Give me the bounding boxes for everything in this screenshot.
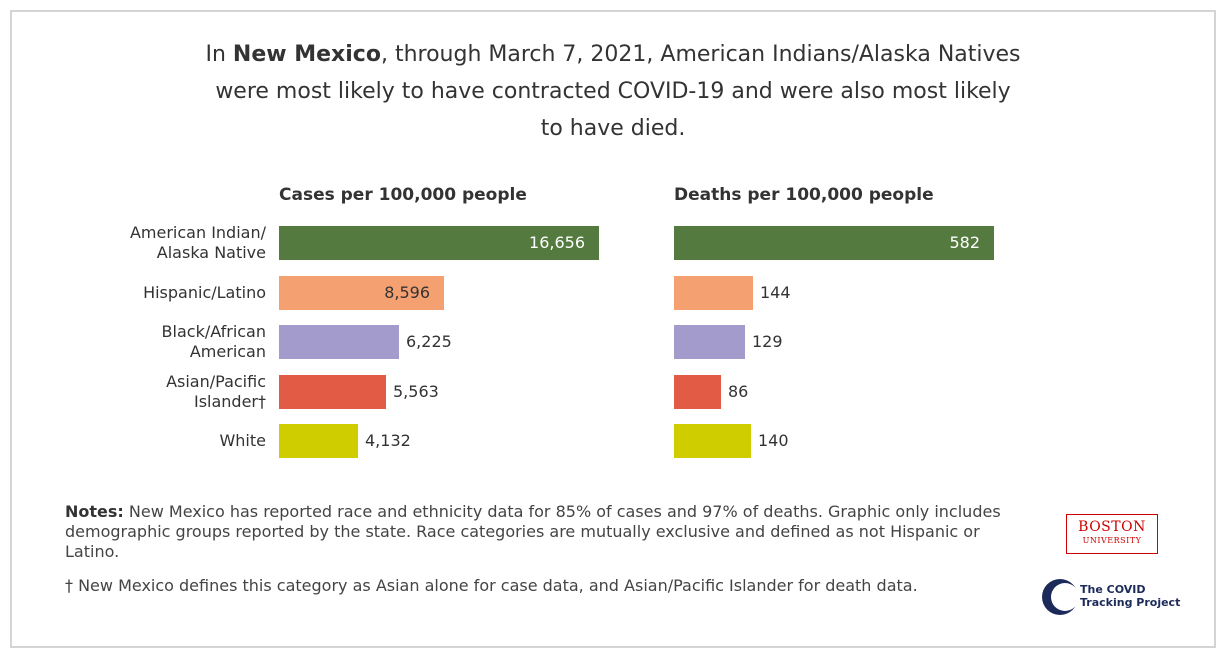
cases-value-label-black: 6,225 [406,332,452,351]
title-state: New Mexico [232,42,381,67]
bu-logo-line2: UNIVERSITY [1082,536,1142,545]
title-prefix: In [205,42,233,67]
title-line2: were most likely to have contracted COVI… [215,79,1011,104]
category-label-line: Islander† [193,392,266,411]
category-label-line: Black/African [161,322,266,341]
category-label-line: Asian/Pacific [166,372,266,391]
category-label-line: American Indian/ [129,223,266,242]
cases-value-label-white: 4,132 [365,431,411,450]
cases-value-label-asian: 5,563 [393,382,439,401]
category-label-line: American [189,342,266,361]
deaths-value-label-american-indian: 582 [949,233,980,252]
category-label-line: White [219,431,266,450]
deaths-value-label-black: 129 [752,332,783,351]
ctp-crescent-icon [1042,579,1079,615]
cases-bar-black [279,325,399,359]
title-line1-rest: , through March 7, 2021, American Indian… [380,42,1021,67]
category-label-hispanic: Hispanic/Latino [66,283,266,303]
ctp-logo-text: The COVID Tracking Project [1080,583,1180,609]
cases-value-label-american-indian: 16,656 [529,233,585,252]
category-label-american-indian: American Indian/ Alaska Native [66,223,266,263]
category-label-line: Hispanic/Latino [143,283,266,302]
deaths-value-label-white: 140 [758,431,789,450]
boston-university-logo: BOSTON UNIVERSITY [1066,514,1158,554]
deaths-bar-asian [674,375,721,409]
cases-bar-hispanic [279,276,444,310]
deaths-bar-white [674,424,751,458]
ctp-logo-line1: The COVID [1080,583,1146,596]
covid-tracking-project-logo: The COVID Tracking Project [1040,575,1200,619]
notes-label: Notes: [65,502,124,521]
category-label-black: Black/African American [66,322,266,362]
cases-bar-white [279,424,358,458]
ctp-logo-line2: Tracking Project [1080,596,1181,609]
cases-panel-title: Cases per 100,000 people [279,185,527,205]
category-label-asian: Asian/Pacific Islander† [66,372,266,412]
chart-frame [10,10,1216,648]
deaths-value-label-asian: 86 [728,382,749,401]
bu-logo-line1: BOSTON [1078,519,1146,535]
category-label-white: White [66,431,266,451]
notes: Notes: New Mexico has reported race and … [65,502,1025,562]
deaths-value-label-hispanic: 144 [760,283,791,302]
deaths-bar-black [674,325,745,359]
dagger-note: † New Mexico defines this category as As… [65,576,918,595]
notes-text: New Mexico has reported race and ethnici… [65,502,1001,561]
cases-bar-asian [279,375,386,409]
cases-value-label-hispanic: 8,596 [384,283,430,302]
category-label-line: Alaska Native [156,243,266,262]
deaths-bar-american-indian [674,226,994,260]
deaths-panel-title: Deaths per 100,000 people [674,185,934,205]
title-line3: to have died. [540,116,686,141]
chart-title: In New Mexico, through March 7, 2021, Am… [113,36,1113,147]
cases-bar-american-indian [279,226,599,260]
deaths-bar-hispanic [674,276,753,310]
